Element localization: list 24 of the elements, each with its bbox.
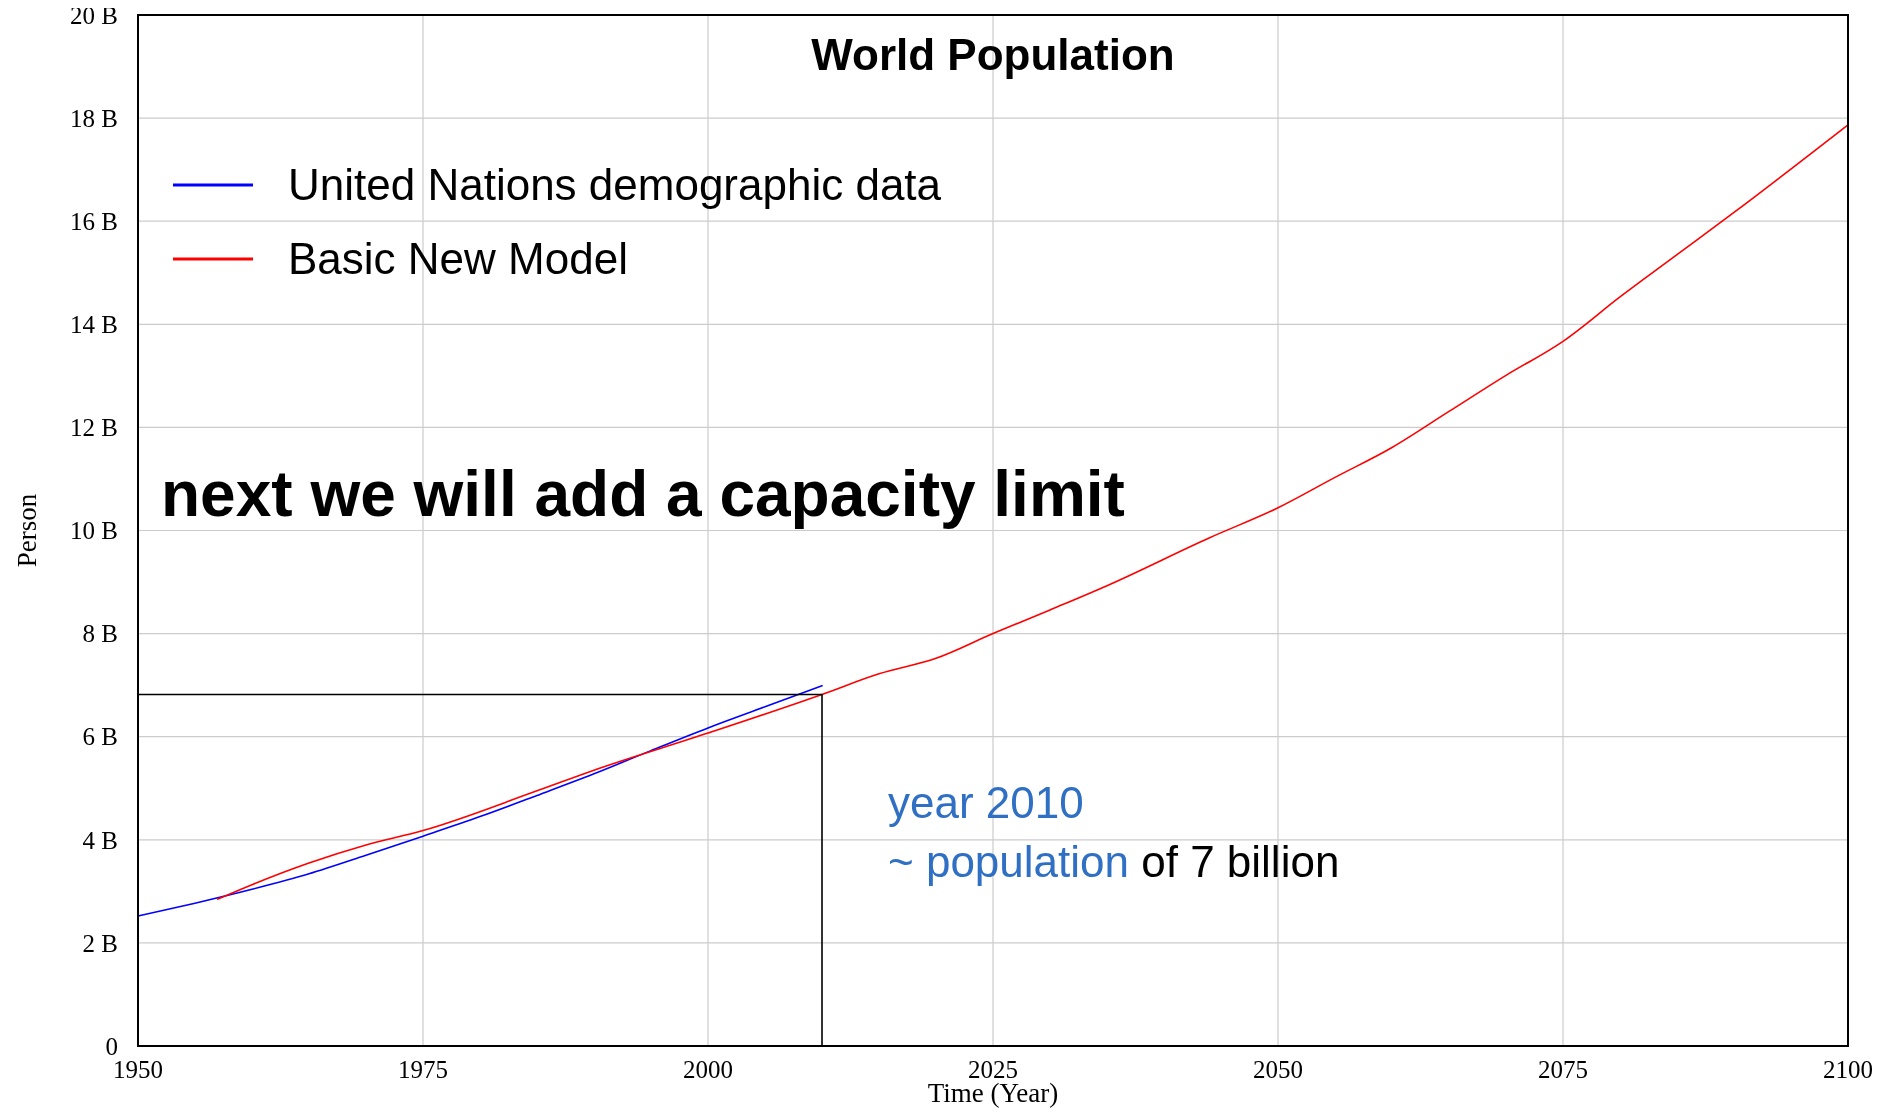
annotation: next we will add a capacity limit — [161, 458, 1125, 530]
x-tick-label: 2050 — [1253, 1056, 1303, 1083]
y-tick-label: 14 B — [70, 311, 118, 339]
x-tick-label: 2075 — [1538, 1056, 1588, 1083]
x-tick-label: 2100 — [1823, 1056, 1873, 1083]
annotation: of 7 billion — [1129, 837, 1340, 886]
line-series — [137, 684, 823, 917]
legend-label: Basic New Model — [288, 234, 628, 284]
x-tick-label: 1975 — [398, 1056, 448, 1083]
annotation: ~ population — [888, 837, 1129, 886]
y-tick-label: 16 B — [70, 207, 118, 235]
y-tick-label: 8 B — [82, 620, 118, 648]
y-axis-title: Person — [12, 493, 42, 568]
annotation: year 2010 — [888, 778, 1084, 827]
chart-title: World Population — [811, 30, 1175, 79]
y-tick-label: 20 B — [70, 1, 118, 29]
y-tick-label: 6 B — [82, 723, 118, 751]
y-tick-label: 12 B — [70, 414, 118, 442]
y-tick-label: 18 B — [70, 104, 118, 132]
x-tick-label: 2000 — [683, 1056, 733, 1083]
y-tick-label: 2 B — [82, 929, 118, 957]
y-tick-label: 4 B — [82, 826, 118, 854]
y-tick-label: 10 B — [70, 517, 118, 545]
legend-label: United Nations demographic data — [288, 160, 942, 210]
